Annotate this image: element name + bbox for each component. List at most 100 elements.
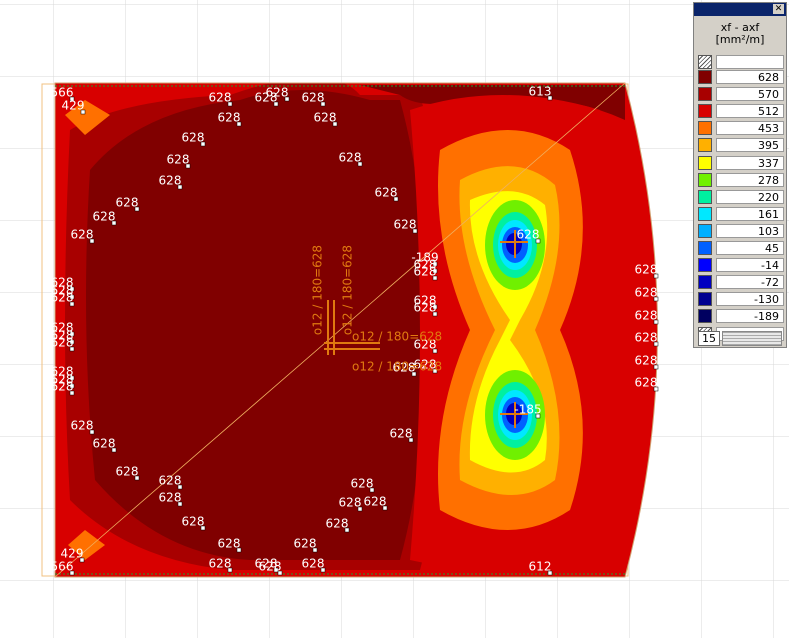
legend-row: -189: [698, 309, 784, 324]
node-marker: [411, 371, 417, 377]
node-marker: [273, 101, 279, 107]
node-marker: [284, 96, 290, 102]
legend-value: 628: [716, 70, 784, 84]
legend-swatch: [698, 172, 712, 187]
node-marker: [111, 220, 117, 226]
value-label: 628: [414, 265, 437, 279]
rebar-label: o12 / 180=628: [341, 245, 355, 335]
node-marker: [432, 268, 438, 274]
node-marker: [547, 570, 553, 576]
node-marker: [653, 386, 659, 392]
value-label: 628: [218, 111, 241, 125]
value-label: 628: [414, 301, 437, 315]
value-label: 628: [116, 196, 139, 210]
value-label: 628: [635, 376, 658, 390]
node-marker: [80, 109, 86, 115]
value-label: 628: [635, 331, 658, 345]
legend-swatch: [698, 104, 712, 119]
legend-title: xf - axf: [720, 21, 760, 34]
legend-row-above: [698, 55, 784, 70]
value-label: 628: [71, 228, 94, 242]
node-marker: [236, 547, 242, 553]
support-edge: [55, 85, 625, 575]
node-marker: [273, 567, 279, 573]
value-label: 628: [209, 557, 232, 571]
node-marker: [69, 294, 75, 300]
node-marker: [277, 570, 283, 576]
node-marker: [69, 375, 75, 381]
node-marker: [69, 383, 75, 389]
legend-value: 220: [716, 189, 784, 204]
node-marker: [535, 238, 541, 244]
value-label: 628: [635, 263, 658, 277]
legend-unit: [mm²/m]: [715, 33, 765, 46]
diagonal: [54, 82, 626, 578]
legend-value: 45: [716, 241, 784, 255]
node-marker: [134, 206, 140, 212]
node-marker: [69, 286, 75, 292]
node-marker: [69, 96, 75, 102]
legend-value: -72: [716, 275, 784, 290]
value-label: 628: [51, 284, 74, 298]
value-label: 628: [390, 427, 413, 441]
value-label: 628: [159, 474, 182, 488]
legend-row: 337: [698, 155, 784, 171]
value-label: 429: [62, 99, 85, 113]
value-label: 628: [51, 276, 74, 290]
value-label: 628: [51, 329, 74, 343]
rebar-label: o12 / 180=628: [352, 360, 442, 374]
value-label: 566: [51, 560, 74, 574]
legend-row: 453: [698, 121, 784, 136]
legend-row: -14: [698, 258, 784, 273]
legend-row: 570: [698, 87, 784, 102]
node-marker: [177, 501, 183, 507]
node-marker: [653, 296, 659, 302]
legend-row: 512: [698, 104, 784, 119]
legend-swatch: [698, 138, 712, 153]
legend-swatch: [698, 223, 712, 238]
legend-row: 278: [698, 172, 784, 188]
value-label: 628: [167, 153, 190, 167]
value-label: 628: [93, 437, 116, 451]
value-label: 628: [255, 91, 278, 105]
value-label: 628: [393, 361, 416, 375]
plate-outline: [54, 82, 658, 578]
value-label: 628: [364, 495, 387, 509]
legend-value: 512: [716, 104, 784, 119]
node-marker: [69, 331, 75, 337]
node-marker: [69, 570, 75, 576]
level-slider[interactable]: [722, 331, 782, 346]
node-marker: [432, 311, 438, 317]
value-label: 628: [51, 365, 74, 379]
legend-value: 337: [716, 155, 784, 170]
legend-swatch: [698, 275, 712, 290]
node-marker: [200, 525, 206, 531]
value-label: 628: [51, 380, 74, 394]
legend-row: 628: [698, 70, 784, 85]
legend-swatch: [698, 258, 712, 273]
node-marker: [69, 339, 75, 345]
legend-swatch: [698, 87, 712, 102]
value-label: 628: [218, 537, 241, 551]
legend-value: 103: [716, 223, 784, 238]
value-label: 628: [394, 218, 417, 232]
value-label: 628: [635, 309, 658, 323]
value-label: 628: [93, 210, 116, 224]
value-label: 628: [159, 491, 182, 505]
node-marker: [653, 319, 659, 325]
legend-value: -14: [716, 258, 784, 273]
legend-row: 220: [698, 189, 784, 205]
value-label: 628: [51, 321, 74, 335]
legend-row: 103: [698, 223, 784, 239]
legend-value: 453: [716, 121, 784, 136]
node-marker: [177, 184, 183, 190]
legend-value: 161: [716, 206, 784, 221]
close-button[interactable]: ✕: [773, 4, 784, 14]
node-marker: [320, 101, 326, 107]
level-count[interactable]: 15: [698, 331, 720, 346]
node-marker: [185, 163, 191, 169]
legend-row: -130: [698, 292, 784, 307]
